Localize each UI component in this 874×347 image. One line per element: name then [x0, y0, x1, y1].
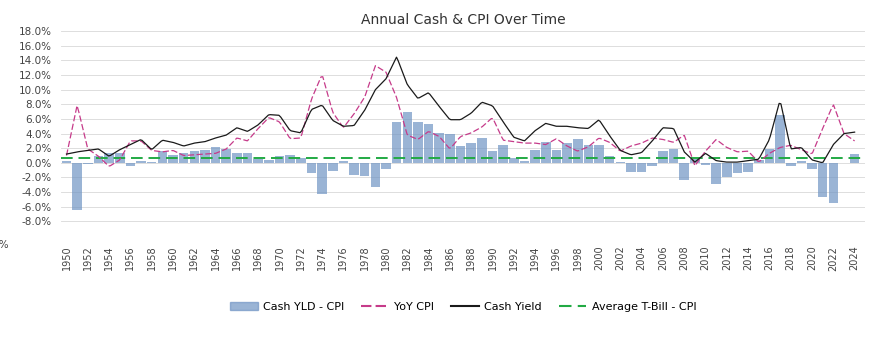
YoY CPI	[195, 152, 205, 156]
Bar	[626, 163, 635, 172]
Bar	[434, 133, 444, 163]
Cash Yield	[392, 55, 402, 59]
YoY CPI	[850, 139, 860, 143]
Bar	[808, 163, 817, 169]
Bar	[669, 149, 678, 163]
Bar	[253, 159, 263, 163]
Bar	[711, 163, 721, 184]
Bar	[62, 161, 72, 163]
Bar	[104, 153, 114, 163]
Bar	[467, 143, 476, 163]
Bar	[200, 150, 210, 163]
Bar	[73, 163, 82, 210]
Bar	[381, 163, 391, 169]
Bar	[754, 160, 764, 163]
Cash Yield	[820, 157, 830, 161]
Bar	[360, 163, 370, 176]
Bar	[765, 149, 774, 163]
Bar	[147, 162, 156, 163]
Bar	[83, 163, 93, 164]
Cash Yield	[816, 160, 827, 164]
Bar	[818, 163, 828, 197]
Title: Annual Cash & CPI Over Time: Annual Cash & CPI Over Time	[361, 13, 565, 27]
Bar	[594, 145, 604, 163]
Bar	[690, 159, 700, 163]
Bar	[350, 163, 359, 175]
Bar	[317, 163, 327, 194]
YoY CPI	[103, 164, 114, 168]
Bar	[232, 153, 242, 163]
Bar	[743, 163, 753, 172]
YoY CPI	[820, 121, 830, 126]
Cash Yield	[841, 131, 851, 135]
Bar	[136, 161, 146, 163]
Bar	[168, 155, 177, 163]
Bar	[658, 151, 668, 163]
Bar	[615, 162, 625, 163]
Bar	[722, 163, 732, 177]
Cash Yield	[634, 151, 644, 155]
YoY CPI	[509, 139, 519, 144]
Bar	[413, 122, 423, 163]
Cash Yield	[193, 141, 204, 145]
Bar	[562, 143, 572, 163]
Legend: Cash YLD - CPI, YoY CPI, Cash Yield, Average T-Bill - CPI: Cash YLD - CPI, YoY CPI, Cash Yield, Ave…	[225, 297, 701, 316]
Bar	[648, 163, 657, 166]
YoY CPI	[841, 133, 851, 137]
Bar	[403, 112, 413, 163]
Bar	[541, 142, 551, 163]
Bar	[94, 155, 103, 163]
Bar	[850, 154, 859, 163]
Bar	[637, 163, 647, 172]
Bar	[509, 159, 518, 163]
Bar	[829, 163, 838, 203]
Bar	[520, 161, 530, 163]
Bar	[488, 151, 497, 163]
Bar	[274, 156, 284, 163]
Bar	[679, 163, 689, 180]
Bar	[115, 153, 125, 163]
Bar	[531, 150, 540, 163]
Bar	[477, 138, 487, 163]
Bar	[179, 153, 189, 163]
Bar	[328, 163, 337, 171]
YoY CPI	[371, 64, 381, 68]
Bar	[573, 139, 582, 163]
Bar	[445, 134, 454, 163]
Bar	[338, 161, 348, 163]
Line: YoY CPI: YoY CPI	[66, 66, 855, 166]
Bar	[786, 163, 795, 167]
Bar	[392, 122, 401, 163]
Bar	[584, 145, 593, 163]
Bar	[455, 146, 465, 163]
Bar	[286, 155, 295, 163]
Cash Yield	[149, 145, 160, 150]
Bar	[157, 151, 167, 163]
YoY CPI	[635, 141, 646, 145]
Cash Yield	[850, 130, 860, 134]
Bar	[211, 147, 220, 163]
Bar	[732, 163, 742, 173]
YoY CPI	[151, 149, 162, 153]
Bar	[424, 124, 434, 163]
Bar	[296, 158, 306, 163]
Bar	[243, 153, 253, 163]
YoY CPI	[61, 153, 72, 158]
Bar	[551, 150, 561, 163]
Bar	[221, 149, 231, 163]
Bar	[796, 161, 806, 163]
Bar	[605, 156, 614, 163]
Bar	[264, 160, 274, 163]
Bar	[498, 145, 508, 163]
Bar	[775, 115, 785, 163]
Line: Cash Yield: Cash Yield	[66, 57, 855, 162]
Bar	[371, 163, 380, 187]
Bar	[307, 163, 316, 173]
Bar	[701, 163, 711, 165]
Cash Yield	[61, 152, 72, 156]
Text: -10.0%: -10.0%	[0, 240, 9, 249]
Cash Yield	[507, 133, 517, 137]
Bar	[190, 151, 199, 163]
Bar	[126, 163, 135, 167]
